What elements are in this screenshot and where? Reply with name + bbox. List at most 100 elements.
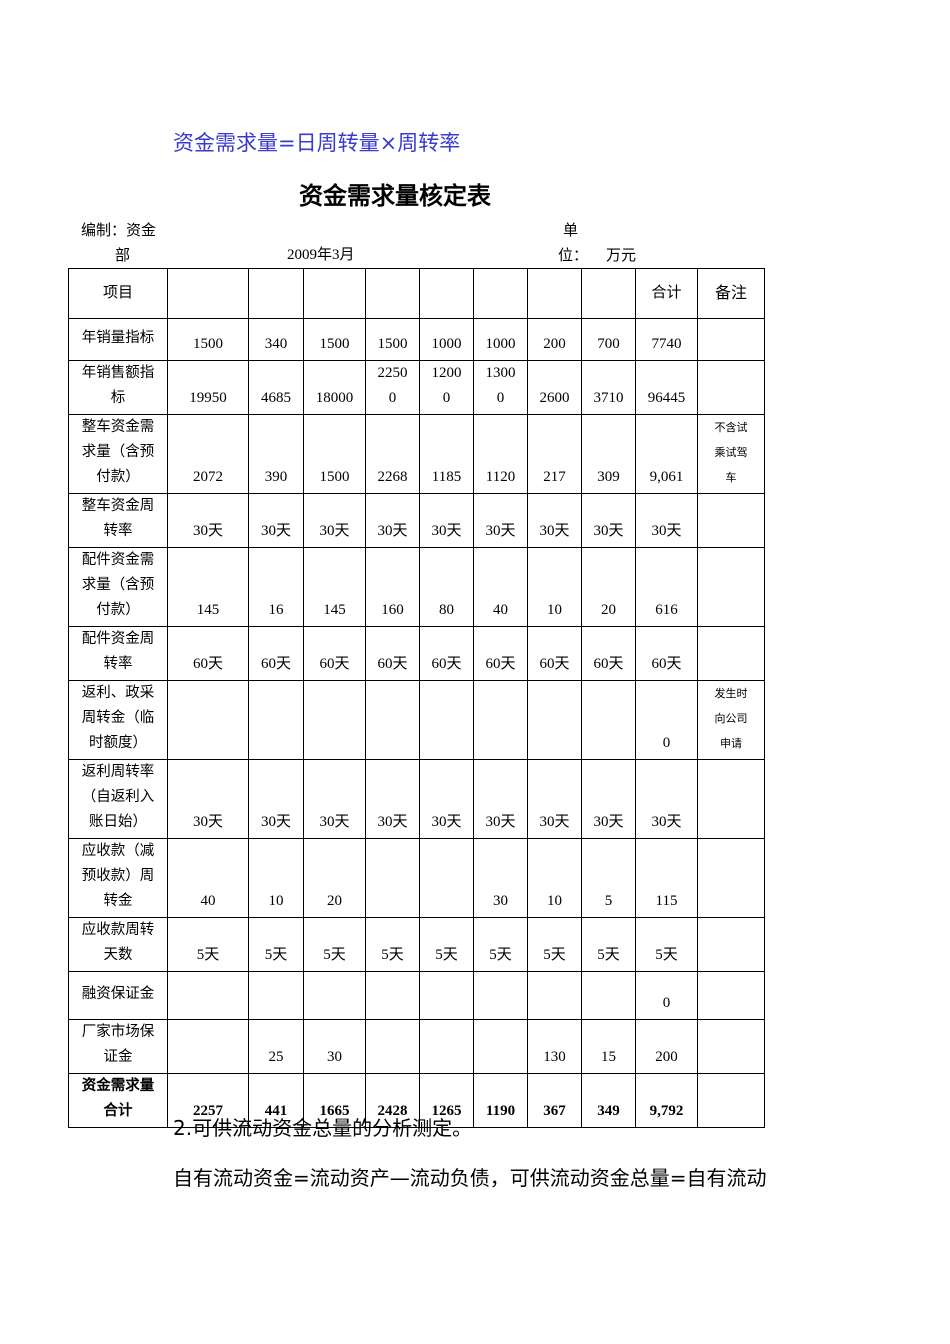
value-cell: 60天 [473, 626, 528, 681]
value-cell: 60天 [527, 626, 582, 681]
value-cell: 19950 [167, 360, 249, 415]
total-cell: 30天 [635, 493, 698, 548]
value-cell: 30天 [473, 493, 528, 548]
row-label: 年销量指标 [68, 318, 168, 361]
total-cell: 115 [635, 838, 698, 918]
value-cell: 40 [473, 547, 528, 627]
value-cell: 1200 0 [419, 360, 474, 415]
row-label: 返利周转率 （自返利入 账日始） [68, 759, 168, 839]
value-cell: 130 [527, 1019, 582, 1074]
value-cell [473, 1019, 528, 1074]
value-cell: 40 [167, 838, 249, 918]
value-cell: 340 [248, 318, 304, 361]
value-cell: 30天 [581, 493, 636, 548]
value-cell [303, 971, 366, 1020]
value-cell [167, 680, 249, 760]
value-cell: 145 [303, 547, 366, 627]
value-cell: 5天 [365, 917, 420, 972]
row-label: 厂家市场保 证金 [68, 1019, 168, 1074]
value-cell: 390 [248, 414, 304, 494]
value-cell: 1500 [303, 414, 366, 494]
table-row: 配件资金周 转率 60天 60天 60天 60天 60天 60天 60天 60天 60天 [68, 626, 765, 681]
unit-value: 万元 [606, 246, 637, 264]
value-cell: 145 [167, 547, 249, 627]
value-cell: 20 [303, 838, 366, 918]
value-cell [419, 838, 474, 918]
total-cell: 0 [635, 971, 698, 1020]
row-label: 配件资金周 转率 [68, 626, 168, 681]
row-label: 应收款（减 预收款）周 转金 [68, 838, 168, 918]
value-cell [419, 971, 474, 1020]
total-cell: 200 [635, 1019, 698, 1074]
value-cell: 20 [581, 547, 636, 627]
header-total: 合计 [635, 268, 698, 319]
value-cell: 60天 [419, 626, 474, 681]
row-label: 配件资金需 求量（含预 付款） [68, 547, 168, 627]
value-cell: 5天 [419, 917, 474, 972]
value-cell: 3710 [581, 360, 636, 415]
value-cell: 30 [303, 1019, 366, 1074]
value-cell [419, 680, 474, 760]
value-cell: 60天 [581, 626, 636, 681]
value-cell: 309 [581, 414, 636, 494]
value-cell: 4685 [248, 360, 304, 415]
note-cell [697, 626, 765, 681]
note-cell [697, 1073, 765, 1128]
value-cell: 441 [248, 1073, 304, 1128]
table-row: 融资保证金 0 [68, 971, 765, 1020]
value-cell: 30天 [527, 493, 582, 548]
unit-label-cont: 位： [558, 246, 589, 264]
value-cell [527, 971, 582, 1020]
value-cell [527, 680, 582, 760]
unit-label: 单 [563, 221, 579, 239]
note-cell [697, 759, 765, 839]
note-cell: 发生时 向公司 申请 [697, 680, 765, 760]
value-cell: 30天 [473, 759, 528, 839]
value-cell [419, 1019, 474, 1074]
value-cell: 60天 [167, 626, 249, 681]
total-cell: 5天 [635, 917, 698, 972]
value-cell: 1120 [473, 414, 528, 494]
note-cell [697, 318, 765, 361]
header-note: 备注 [697, 268, 765, 319]
value-cell: 30天 [581, 759, 636, 839]
value-cell [248, 971, 304, 1020]
value-cell: 80 [419, 547, 474, 627]
value-cell: 2072 [167, 414, 249, 494]
value-cell [473, 971, 528, 1020]
value-cell: 30 [473, 838, 528, 918]
value-cell: 1300 0 [473, 360, 528, 415]
value-cell: 2268 [365, 414, 420, 494]
value-cell [581, 680, 636, 760]
value-cell: 30天 [167, 759, 249, 839]
header-row: 项目 合计 备注 [68, 268, 765, 319]
table-row: 整车资金需 求量（含预 付款） 2072 390 1500 2268 1185 1120 21… [68, 414, 765, 494]
value-cell: 25 [248, 1019, 304, 1074]
value-cell: 30天 [419, 493, 474, 548]
value-cell: 200 [527, 318, 582, 361]
total-cell: 96445 [635, 360, 698, 415]
note-cell [697, 971, 765, 1020]
total-cell: 9,792 [635, 1073, 698, 1128]
total-cell: 616 [635, 547, 698, 627]
row-label: 融资保证金 [68, 971, 168, 1020]
row-label: 整车资金需 求量（含预 付款） [68, 414, 168, 494]
value-cell: 2250 0 [365, 360, 420, 415]
prepared-by-label-cont: 部 [115, 246, 131, 264]
note-cell [697, 1019, 765, 1074]
value-cell: 5天 [527, 917, 582, 972]
table-row: 资金需求量 合计 2257 441 1665 2428 1265 1190 367 349 9,7… [68, 1073, 765, 1128]
row-label: 应收款周转 天数 [68, 917, 168, 972]
value-cell [581, 971, 636, 1020]
prepared-by-label: 编制：资金 [81, 221, 157, 239]
value-cell: 10 [527, 838, 582, 918]
header-item: 项目 [68, 268, 168, 319]
total-cell: 9,061 [635, 414, 698, 494]
value-cell: 5天 [303, 917, 366, 972]
value-cell [303, 680, 366, 760]
value-cell: 349 [581, 1073, 636, 1128]
value-cell: 5天 [167, 917, 249, 972]
capital-requirement-table: 项目 合计 备注 年销量指标 1500 340 1500 1500 1000 1000 200… [68, 268, 765, 1128]
value-cell: 700 [581, 318, 636, 361]
